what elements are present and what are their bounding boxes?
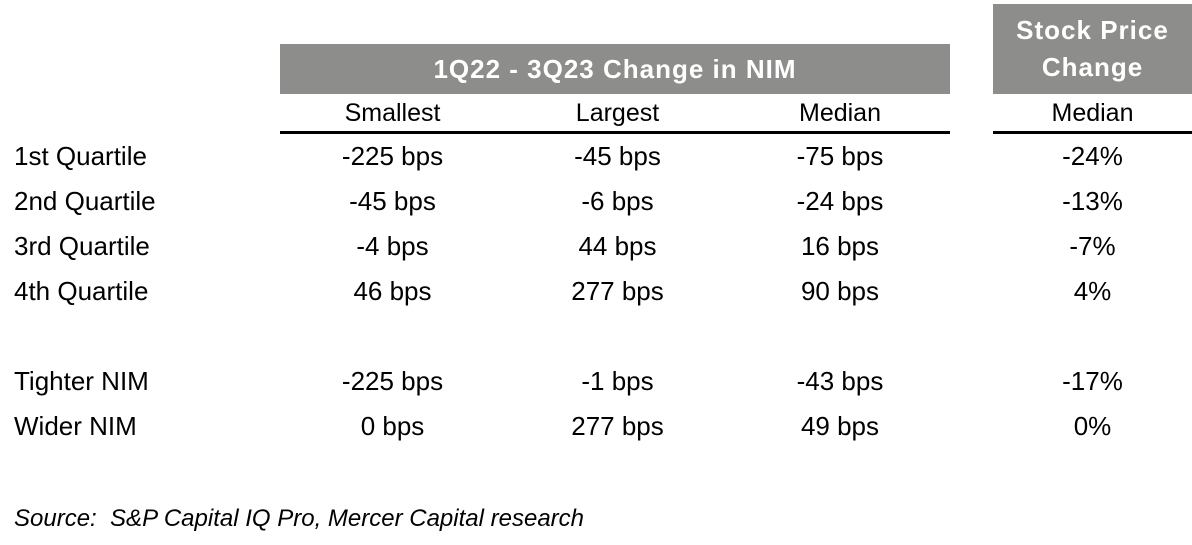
cell-median: -75 bps [796,141,884,171]
cell-median: 90 bps [800,276,880,306]
stock-price-header-bar: Stock Price Change [993,4,1192,94]
cell-largest: -6 bps [581,186,654,216]
stock-price-header-line1: Stock Price [1016,15,1169,45]
column-header-stock-median: Median [993,96,1192,134]
cell-gap [950,179,993,224]
table-body: Smallest Largest Median Median 1st Quart… [0,96,1192,534]
nim-group-header-bar: 1Q22 - 3Q23 Change in NIM [280,44,950,94]
cell-stock-median: 0% [1073,411,1112,441]
row-label: Wider NIM [14,411,137,441]
row-label: 3rd Quartile [14,231,150,261]
source-note: Source: S&P Capital IQ Pro, Mercer Capit… [14,505,584,532]
table-row: 4th Quartile 46 bps 277 bps 90 bps 4% [0,269,1192,314]
cell-smallest: 0 bps [360,411,425,441]
cell-largest: -45 bps [574,141,661,171]
cell-stock-median: 4% [1073,276,1112,306]
column-header-empty [0,96,280,134]
row-label: 4th Quartile [14,276,149,306]
table-row: 3rd Quartile -4 bps 44 bps 16 bps -7% [0,224,1192,269]
cell-median: -24 bps [796,186,884,216]
cell-median: 49 bps [800,411,880,441]
cell-gap [950,404,993,449]
cell-smallest: -225 bps [341,366,444,396]
cell-gap [950,359,993,404]
row-label: Tighter NIM [14,366,149,396]
cell-largest: 277 bps [571,276,664,306]
table-row-summary: Tighter NIM -225 bps -1 bps -43 bps -17% [0,359,1192,404]
cell-largest: -1 bps [581,366,654,396]
stock-price-header-line2: Change [1041,52,1144,82]
nim-group-header-label: 1Q22 - 3Q23 Change in NIM [433,54,797,84]
cell-smallest: -225 bps [341,141,444,171]
cell-stock-median: -17% [1062,366,1123,396]
cell-smallest: -4 bps [356,231,429,261]
table-row: 1st Quartile -225 bps -45 bps -75 bps -2… [0,134,1192,179]
cell-stock-median: -13% [1062,186,1123,216]
cell-gap [950,224,993,269]
table-row-summary: Wider NIM 0 bps 277 bps 49 bps 0% [0,404,1192,449]
cell-smallest: 46 bps [353,276,432,306]
cell-median: -43 bps [796,366,884,396]
column-header-gap [950,96,993,134]
row-label: 1st Quartile [14,141,147,171]
cell-largest: 277 bps [571,411,664,441]
cell-stock-median: -24% [1062,141,1123,171]
blank-row [0,449,1192,504]
cell-gap [950,269,993,314]
table-row: 2nd Quartile -45 bps -6 bps -24 bps -13% [0,179,1192,224]
column-header-row: Smallest Largest Median Median [0,96,1192,134]
cell-largest: 44 bps [578,231,657,261]
column-header-largest: Largest [505,96,730,134]
cell-median: 16 bps [800,231,880,261]
column-header-smallest: Smallest [280,96,505,134]
cell-smallest: -45 bps [349,186,436,216]
cell-gap [950,134,993,179]
cell-stock-median: -7% [1069,231,1116,261]
row-label: 2nd Quartile [14,186,156,216]
blank-row [0,314,1192,359]
column-header-median: Median [730,96,950,134]
